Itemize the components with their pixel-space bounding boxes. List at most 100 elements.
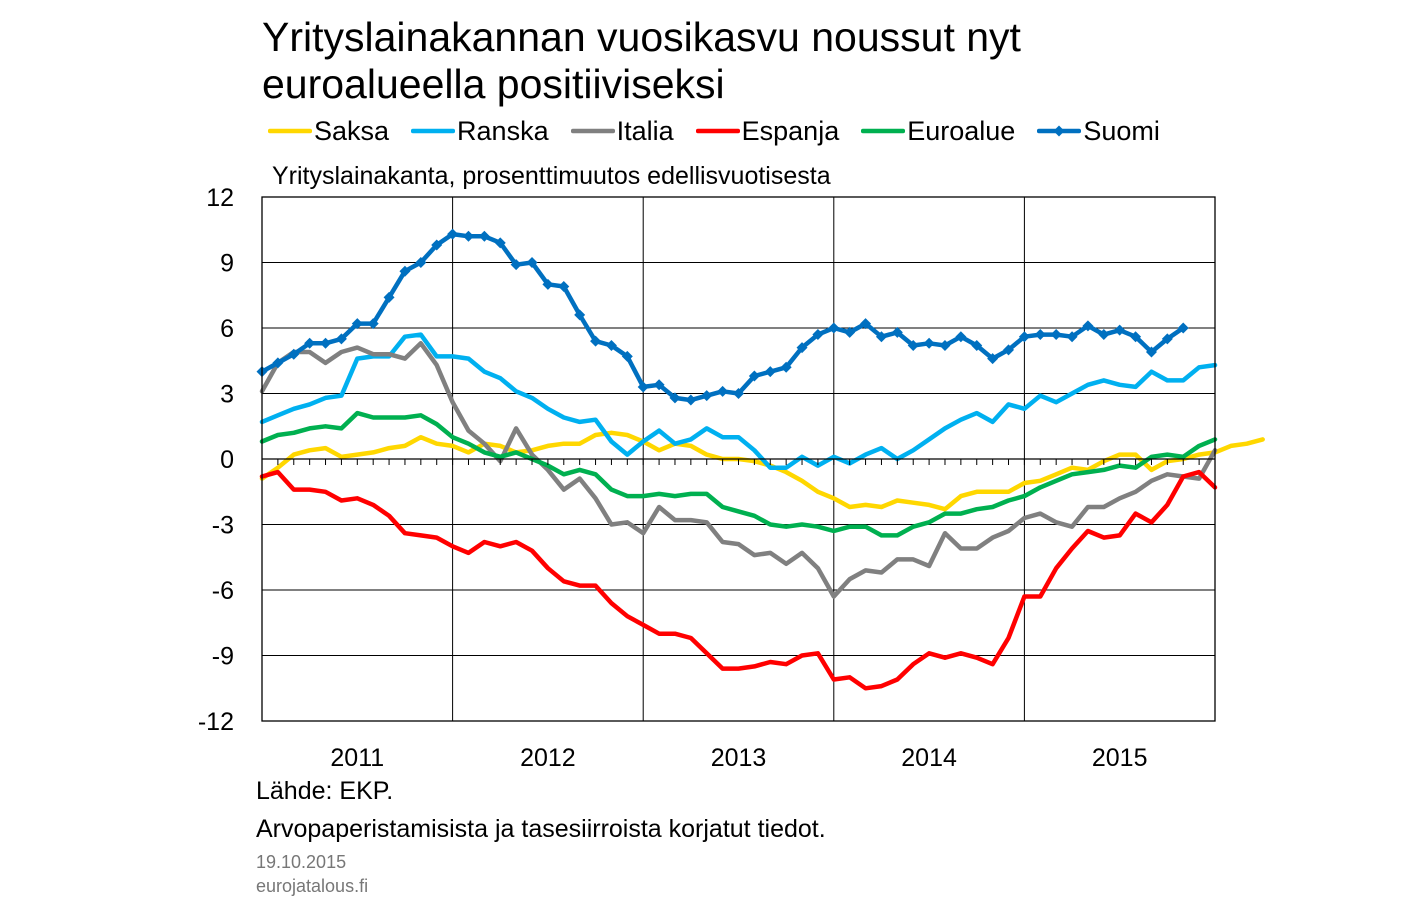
data-point-suomi (780, 361, 792, 373)
data-point-suomi (574, 309, 586, 321)
data-point-suomi (288, 348, 300, 360)
legend-item-suomi: Suomi (1037, 113, 1160, 149)
data-note: Arvopaperistamisista ja tasesiirroista k… (256, 815, 826, 843)
data-point-suomi (796, 342, 808, 354)
series-line-saksa (259, 430, 1265, 512)
chart-legend: Saksa Ranska Italia Espanja Euroalue Suomi (268, 113, 1182, 149)
legend-marker-suomi (1053, 125, 1065, 137)
data-point-suomi (526, 257, 538, 268)
data-point-suomi (605, 339, 617, 351)
data-point-suomi (717, 385, 729, 397)
data-point-suomi (542, 278, 554, 290)
y-tick-label: 3 (220, 381, 234, 409)
legend-swatch-euroalue (861, 128, 906, 134)
data-point-suomi (685, 394, 697, 406)
publish-date: 19.10.2015 (256, 852, 347, 872)
data-point-suomi (907, 339, 919, 351)
chart-series-layer (256, 228, 1265, 691)
data-point-suomi (764, 366, 776, 378)
data-point-suomi (891, 326, 903, 338)
data-point-suomi (1130, 331, 1142, 343)
y-tick-label: -6 (212, 577, 234, 605)
data-point-suomi (923, 337, 935, 349)
source-note: Lähde: EKP. (256, 777, 394, 805)
x-tick-label: 2015 (1092, 744, 1148, 772)
data-point-suomi (955, 331, 967, 343)
legend-swatch-saksa (268, 128, 312, 134)
legend-label-euroalue: Euroalue (907, 115, 1016, 146)
data-point-suomi (351, 318, 363, 330)
legend-label-espanja: Espanja (741, 115, 840, 146)
data-point-suomi (1082, 320, 1094, 332)
data-point-suomi (971, 339, 983, 351)
legend-label-suomi: Suomi (1083, 115, 1160, 146)
data-point-suomi (987, 353, 999, 365)
site-name: eurojatalous.fi (256, 876, 369, 896)
data-point-suomi (478, 230, 490, 242)
data-point-suomi (367, 318, 379, 330)
data-point-suomi (510, 259, 522, 271)
series-line-ranska (259, 332, 1218, 470)
legend-item-saksa: Saksa (268, 113, 389, 149)
data-point-suomi (272, 357, 284, 369)
legend-swatch-italia (570, 128, 615, 134)
data-point-suomi (304, 337, 316, 349)
legend-swatch-ranska (411, 128, 456, 134)
data-point-suomi (1114, 324, 1126, 336)
x-tick-label: 2013 (711, 744, 767, 772)
chart-title: Yrityslainakannan vuosikasvu noussut nyt… (262, 14, 1262, 108)
data-point-suomi (399, 265, 411, 277)
data-point-suomi (447, 228, 459, 240)
series-line-espanja (259, 469, 1218, 691)
data-point-suomi (653, 379, 665, 391)
legend-label-italia: Italia (616, 115, 674, 146)
data-point-suomi (1161, 333, 1173, 345)
y-tick-label: 12 (206, 184, 234, 212)
chart-subtitle: Yrityslainakanta, prosenttimuutos edelli… (272, 162, 831, 190)
data-point-suomi (1050, 329, 1062, 341)
x-tick-label: 2012 (520, 744, 576, 772)
y-tick-label: 0 (220, 446, 234, 474)
data-point-suomi (669, 392, 681, 404)
legend-item-espanja: Espanja (695, 113, 840, 149)
x-tick-label: 2011 (330, 744, 384, 772)
data-point-suomi (1177, 322, 1189, 334)
data-point-suomi (939, 339, 951, 351)
legend-item-italia: Italia (570, 113, 674, 149)
y-tick-label: 6 (220, 315, 234, 343)
data-point-suomi (320, 337, 332, 349)
chart-title-line-2: euroalueella positiiviseksi (262, 61, 725, 107)
data-point-suomi (748, 370, 760, 382)
data-point-suomi (828, 322, 840, 334)
series-line-italia (259, 341, 1218, 599)
legend-swatch-espanja (695, 128, 740, 134)
data-point-suomi (1098, 329, 1110, 341)
legend-swatch-suomi (1037, 125, 1082, 137)
data-point-suomi (1066, 331, 1078, 343)
data-point-suomi (383, 291, 395, 303)
y-tick-label: -12 (198, 708, 234, 736)
data-point-suomi (431, 239, 443, 251)
y-tick-label: 9 (220, 250, 234, 278)
data-point-suomi (335, 333, 347, 345)
data-point-suomi (415, 257, 427, 268)
y-tick-label: -9 (212, 643, 234, 671)
data-point-suomi (590, 335, 602, 347)
data-point-suomi (494, 237, 506, 249)
data-point-suomi (875, 331, 887, 343)
data-point-suomi (621, 350, 633, 362)
data-point-suomi (701, 390, 713, 402)
data-point-suomi (860, 318, 872, 330)
y-tick-label: -3 (212, 512, 234, 540)
data-point-suomi (733, 388, 744, 399)
x-axis-tick-labels: 2011 2012 2013 2014 2015 (330, 744, 1147, 772)
data-point-suomi (1003, 344, 1015, 356)
data-point-suomi (462, 230, 474, 242)
legend-item-euroalue: Euroalue (861, 113, 1015, 149)
y-axis-tick-labels: 12 9 6 3 0 -3 -6 -9 -12 (198, 184, 234, 736)
data-point-suomi (1145, 346, 1157, 358)
legend-label-saksa: Saksa (314, 115, 390, 146)
data-point-suomi (1034, 329, 1046, 341)
data-point-suomi (637, 381, 649, 393)
